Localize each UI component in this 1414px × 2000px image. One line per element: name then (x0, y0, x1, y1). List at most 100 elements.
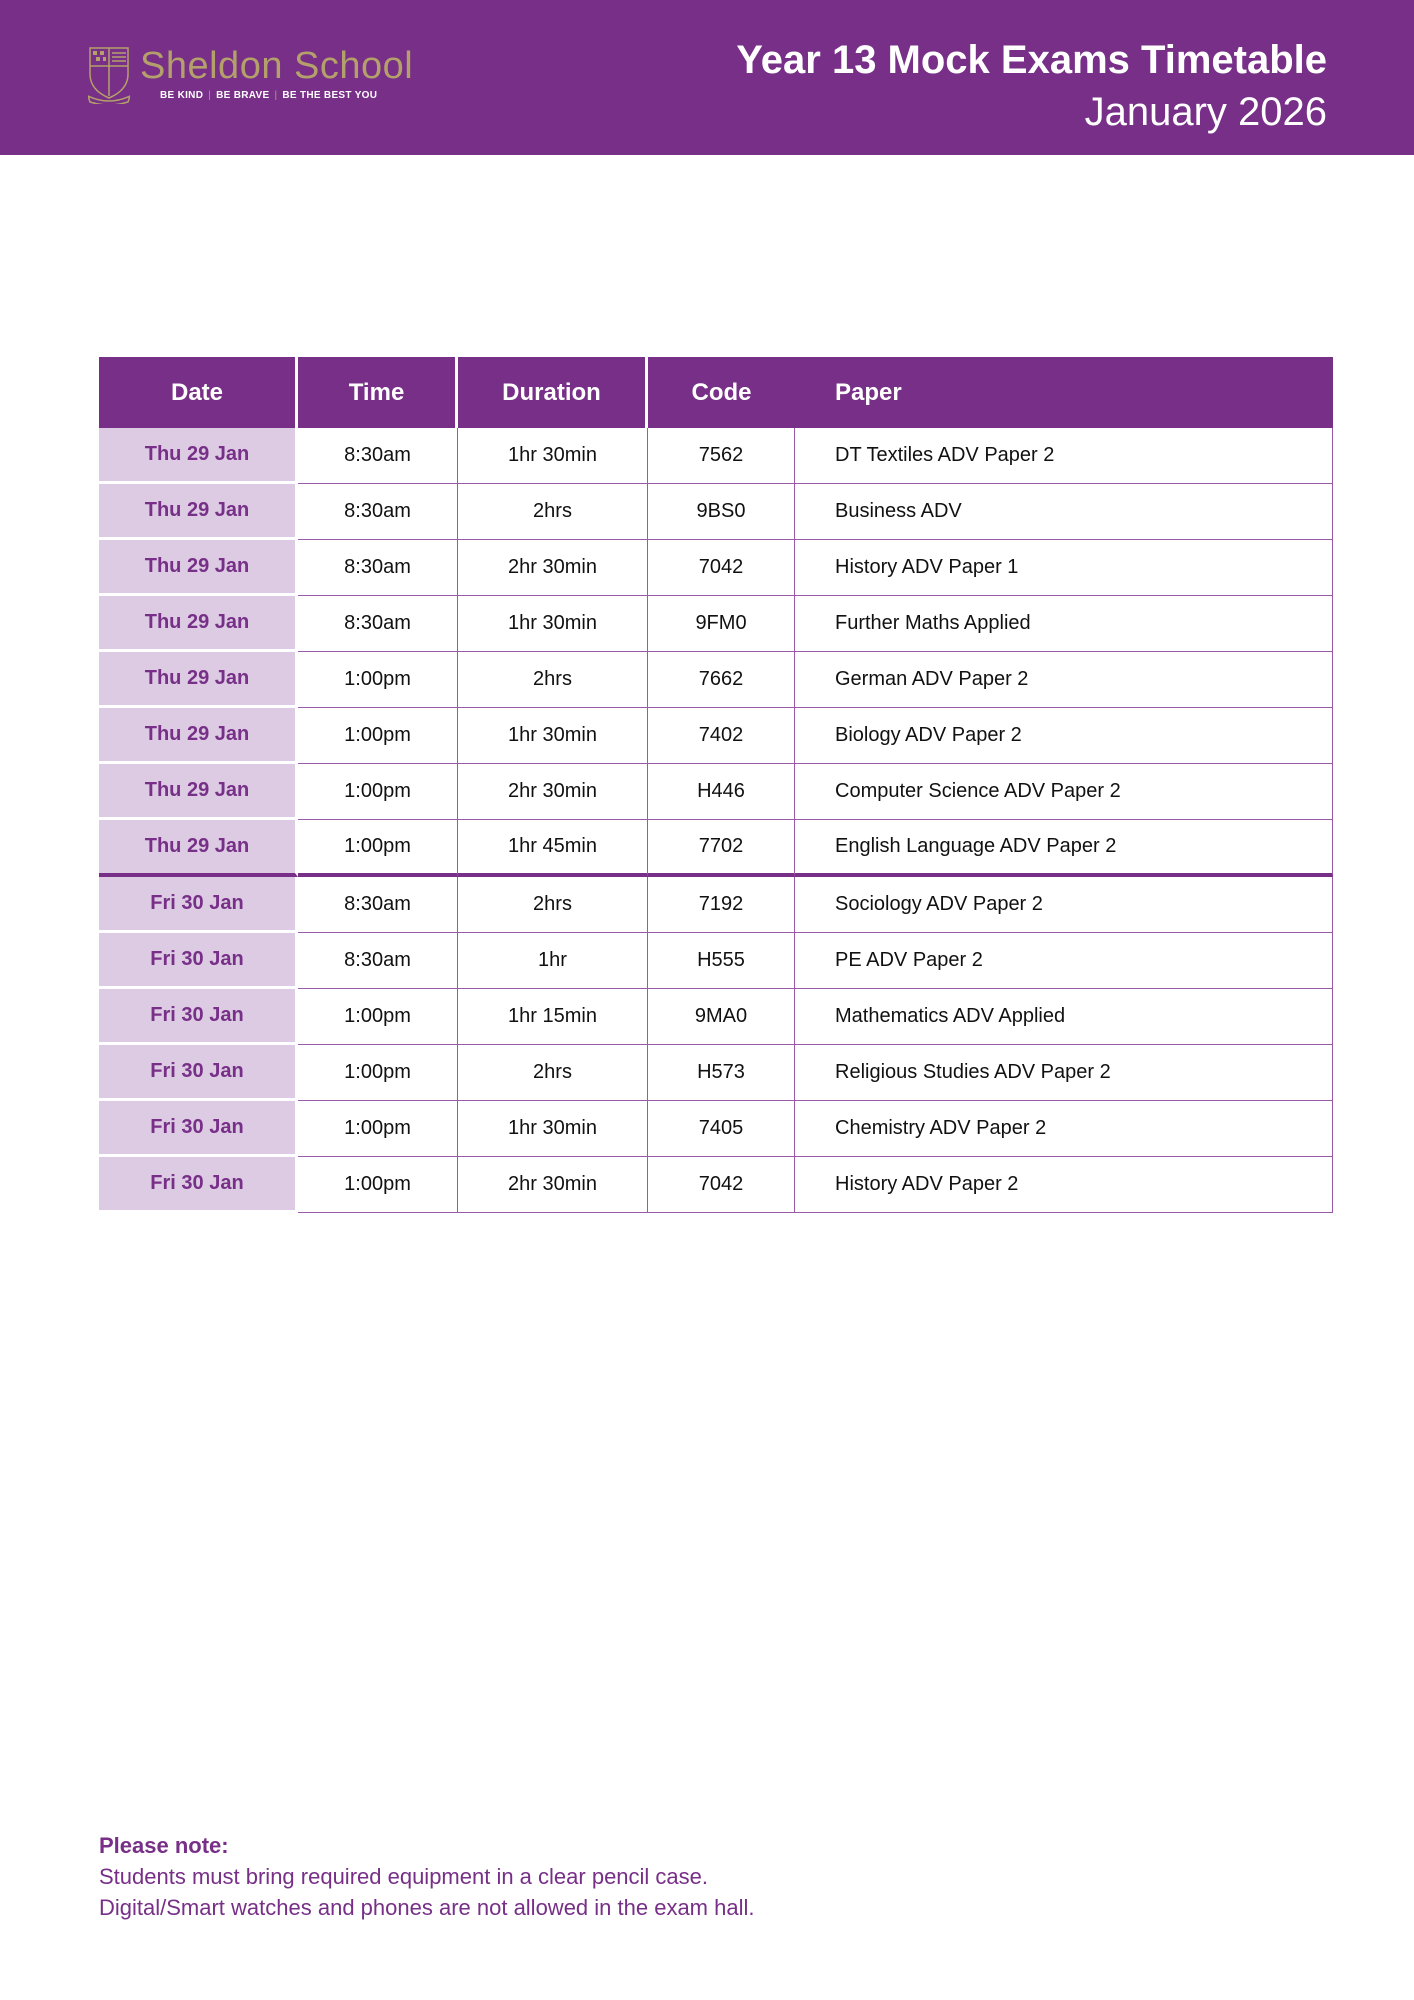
cell-paper: Religious Studies ADV Paper 2 (795, 1045, 1333, 1101)
table-row: Fri 30 Jan 1:00pm 2hrs H573 Religious Studie… (99, 1045, 1333, 1101)
table-row: Thu 29 Jan 1:00pm 2hr 30min H446 Computer Sc… (99, 764, 1333, 820)
cell-code: 7562 (648, 428, 795, 484)
table-row: Fri 30 Jan 8:30am 1hr H555 PE ADV Paper 2 (99, 933, 1333, 989)
cell-date: Fri 30 Jan (99, 1045, 298, 1101)
cell-date: Fri 30 Jan (99, 933, 298, 989)
cell-paper: Mathematics ADV Applied (795, 989, 1333, 1045)
motto-part: BE THE BEST YOU (282, 90, 378, 101)
table-row: Thu 29 Jan 8:30am 1hr 30min 7562 DT Textiles… (99, 428, 1333, 484)
school-name: Sheldon School (140, 45, 414, 87)
note-line: Digital/Smart watches and phones are not… (99, 1895, 755, 1920)
cell-code: 7662 (648, 652, 795, 708)
cell-date: Thu 29 Jan (99, 484, 298, 540)
cell-duration: 2hrs (458, 877, 648, 933)
cell-paper: DT Textiles ADV Paper 2 (795, 428, 1333, 484)
cell-paper: Computer Science ADV Paper 2 (795, 764, 1333, 820)
cell-duration: 1hr 30min (458, 708, 648, 764)
column-header-duration: Duration (458, 357, 648, 428)
motto-part: BE BRAVE (216, 90, 270, 101)
table-row: Fri 30 Jan 8:30am 2hrs 7192 Sociology ADV Pa… (99, 877, 1333, 933)
table-row: Thu 29 Jan 1:00pm 1hr 30min 7402 Biology ADV… (99, 708, 1333, 764)
column-header-paper: Paper (795, 357, 1333, 428)
table-row: Thu 29 Jan 1:00pm 2hrs 7662 German ADV Paper… (99, 652, 1333, 708)
column-header-date: Date (99, 357, 298, 428)
cell-date: Fri 30 Jan (99, 877, 298, 933)
cell-code: 7702 (648, 820, 795, 877)
cell-date: Thu 29 Jan (99, 708, 298, 764)
cell-code: 9FM0 (648, 596, 795, 652)
cell-duration: 1hr (458, 933, 648, 989)
cell-date: Thu 29 Jan (99, 652, 298, 708)
cell-duration: 2hr 30min (458, 764, 648, 820)
note-section: Please note: Students must bring require… (99, 1830, 754, 1923)
table-row: Fri 30 Jan 1:00pm 1hr 15min 9MA0 Mathematics… (99, 989, 1333, 1045)
cell-paper: Business ADV (795, 484, 1333, 540)
cell-code: 7402 (648, 708, 795, 764)
cell-time: 1:00pm (298, 1157, 458, 1213)
motto-part: BE KIND (160, 90, 204, 101)
table-header-row: Date Time Duration Code Paper (99, 357, 1333, 428)
cell-time: 8:30am (298, 540, 458, 596)
cell-time: 1:00pm (298, 1045, 458, 1101)
column-header-time: Time (298, 357, 458, 428)
cell-code: 7405 (648, 1101, 795, 1157)
cell-time: 1:00pm (298, 1101, 458, 1157)
cell-paper: History ADV Paper 1 (795, 540, 1333, 596)
cell-duration: 1hr 30min (458, 428, 648, 484)
cell-paper: PE ADV Paper 2 (795, 933, 1333, 989)
cell-date: Fri 30 Jan (99, 1157, 298, 1213)
cell-paper: German ADV Paper 2 (795, 652, 1333, 708)
exam-timetable: Date Time Duration Code Paper Thu 29 Jan… (99, 357, 1333, 1213)
cell-duration: 2hrs (458, 484, 648, 540)
cell-time: 1:00pm (298, 989, 458, 1045)
cell-code: 9MA0 (648, 989, 795, 1045)
cell-time: 8:30am (298, 596, 458, 652)
cell-code: 7042 (648, 540, 795, 596)
note-heading: Please note: (99, 1833, 229, 1858)
table-row: Thu 29 Jan 8:30am 1hr 30min 9FM0 Further Mat… (99, 596, 1333, 652)
cell-duration: 1hr 30min (458, 596, 648, 652)
cell-time: 8:30am (298, 877, 458, 933)
table-row: Thu 29 Jan 8:30am 2hr 30min 7042 History ADV… (99, 540, 1333, 596)
cell-date: Fri 30 Jan (99, 1101, 298, 1157)
cell-duration: 2hr 30min (458, 1157, 648, 1213)
table-row: Thu 29 Jan 8:30am 2hrs 9BS0 Business ADV (99, 484, 1333, 540)
cell-paper: Sociology ADV Paper 2 (795, 877, 1333, 933)
school-crest-icon (88, 47, 130, 104)
cell-time: 1:00pm (298, 708, 458, 764)
cell-code: 9BS0 (648, 484, 795, 540)
cell-date: Thu 29 Jan (99, 428, 298, 484)
cell-duration: 1hr 15min (458, 989, 648, 1045)
cell-date: Thu 29 Jan (99, 820, 298, 877)
table-row: Fri 30 Jan 1:00pm 2hr 30min 7042 History ADV… (99, 1157, 1333, 1213)
cell-duration: 2hr 30min (458, 540, 648, 596)
cell-date: Fri 30 Jan (99, 989, 298, 1045)
cell-paper: History ADV Paper 2 (795, 1157, 1333, 1213)
note-line: Students must bring required equipment i… (99, 1864, 709, 1889)
cell-time: 1:00pm (298, 820, 458, 877)
page-title: Year 13 Mock Exams Timetable (736, 38, 1327, 82)
cell-time: 1:00pm (298, 764, 458, 820)
cell-date: Thu 29 Jan (99, 540, 298, 596)
cell-duration: 2hrs (458, 652, 648, 708)
cell-date: Thu 29 Jan (99, 764, 298, 820)
table-row: Fri 30 Jan 1:00pm 1hr 30min 7405 Chemistry A… (99, 1101, 1333, 1157)
cell-duration: 1hr 45min (458, 820, 648, 877)
cell-duration: 2hrs (458, 1045, 648, 1101)
cell-code: H573 (648, 1045, 795, 1101)
cell-time: 8:30am (298, 428, 458, 484)
cell-time: 8:30am (298, 484, 458, 540)
cell-duration: 1hr 30min (458, 1101, 648, 1157)
cell-code: H446 (648, 764, 795, 820)
cell-paper: English Language ADV Paper 2 (795, 820, 1333, 877)
school-logo: Sheldon School BE KIND | BE BRAVE | BE THE B… (88, 46, 413, 104)
cell-time: 8:30am (298, 933, 458, 989)
cell-date: Thu 29 Jan (99, 596, 298, 652)
cell-paper: Chemistry ADV Paper 2 (795, 1101, 1333, 1157)
cell-code: H555 (648, 933, 795, 989)
cell-time: 1:00pm (298, 652, 458, 708)
column-header-code: Code (648, 357, 795, 428)
cell-code: 7192 (648, 877, 795, 933)
table-row: Thu 29 Jan 1:00pm 1hr 45min 7702 English Lan… (99, 820, 1333, 877)
